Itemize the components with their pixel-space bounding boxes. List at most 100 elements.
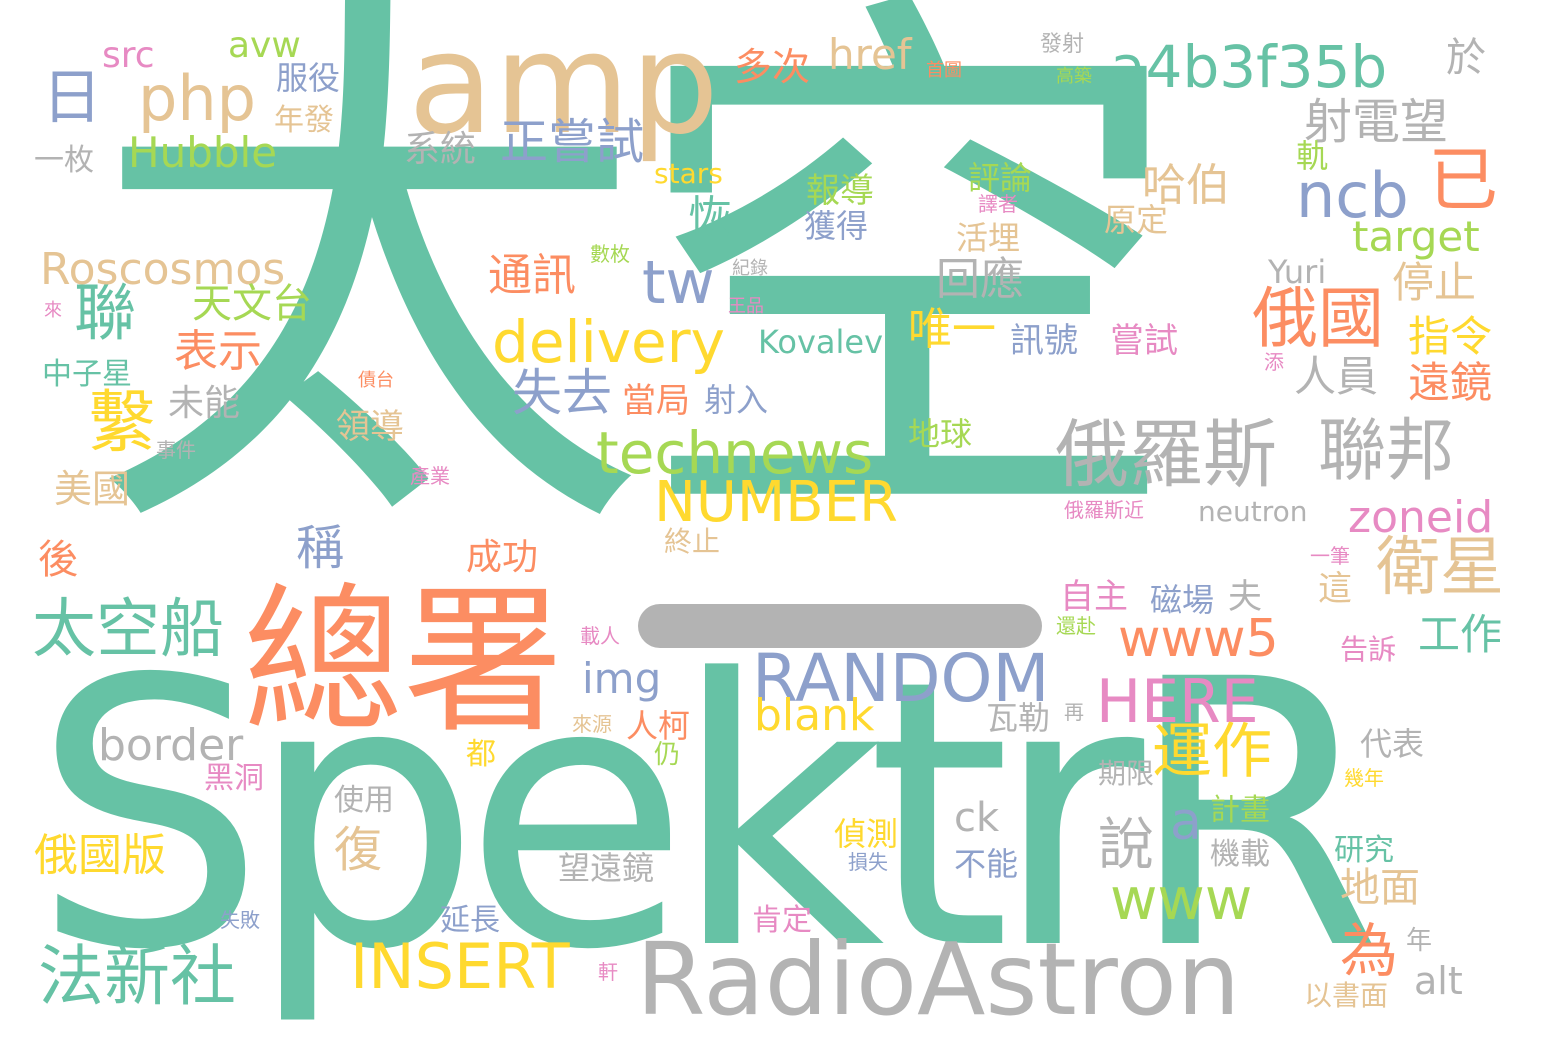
word: href xyxy=(828,30,912,79)
word: 系統 xyxy=(404,129,477,170)
word: Roscosmos xyxy=(40,244,286,295)
word: Hubble xyxy=(128,128,278,177)
word: 仍 xyxy=(654,740,681,770)
word: 原定 xyxy=(1104,201,1169,239)
word: 自主 xyxy=(1060,577,1128,617)
word: 以書面 xyxy=(1304,979,1389,1012)
word: 黑洞 xyxy=(204,761,264,796)
word: 還赴 xyxy=(1056,614,1096,638)
gray-dash xyxy=(638,604,1042,648)
word: img xyxy=(582,654,662,703)
word: 一枚 xyxy=(34,143,94,178)
word: 後 xyxy=(38,537,78,583)
word: 人員 xyxy=(1294,352,1379,401)
word: 這 xyxy=(1318,569,1352,609)
word: 已 xyxy=(1428,139,1498,221)
word: tw xyxy=(642,248,715,318)
word: 俄羅斯 xyxy=(1055,412,1277,498)
word: 服役 xyxy=(276,59,341,97)
word: 計畫 xyxy=(1210,793,1270,828)
word: 期限 xyxy=(1098,757,1155,790)
word: 聯邦 xyxy=(1318,412,1455,491)
word: border xyxy=(98,720,244,771)
word: 失敗 xyxy=(220,908,260,932)
word: 嘗試 xyxy=(1110,321,1178,361)
word: 中子星 xyxy=(42,357,132,392)
word: 延長 xyxy=(440,903,500,938)
word: www xyxy=(1110,865,1253,933)
word: 回應 xyxy=(936,254,1024,305)
word: 為 xyxy=(1340,917,1399,985)
word: a4b3f35b xyxy=(1110,33,1388,101)
word: 不能 xyxy=(954,845,1019,883)
word: 終止 xyxy=(664,525,721,558)
word: 稱 xyxy=(296,520,345,576)
word: 運作 xyxy=(1152,717,1272,787)
word: 機載 xyxy=(1210,837,1270,872)
word: 譯者 xyxy=(978,192,1018,216)
word: 射入 xyxy=(704,381,769,419)
word: ck xyxy=(954,795,1000,841)
word: INSERT xyxy=(350,930,570,1003)
word: 領導 xyxy=(336,407,404,447)
word: RANDOM xyxy=(752,640,1050,717)
word: src xyxy=(102,35,155,76)
word: 停止 xyxy=(1392,258,1477,307)
word: 幾年 xyxy=(1344,766,1384,790)
word: ncb xyxy=(1296,159,1409,232)
word: 偵測 xyxy=(834,815,899,853)
word: 都 xyxy=(466,737,496,772)
word: 成功 xyxy=(466,537,539,578)
word: RadioAstron xyxy=(636,921,1241,1038)
word: HERE xyxy=(1096,667,1259,737)
word: delivery xyxy=(492,308,725,376)
word: alt xyxy=(1414,959,1463,1003)
word: 於 xyxy=(1446,35,1486,81)
word: 紀錄 xyxy=(732,258,768,279)
word: 年 xyxy=(1406,926,1433,956)
word: 軌 xyxy=(1296,137,1329,175)
word: 活埋 xyxy=(956,219,1021,257)
word: 總署 xyxy=(243,568,564,755)
word: 遠鏡 xyxy=(1408,358,1493,407)
word: 一筆 xyxy=(1310,544,1350,568)
word: 多次 xyxy=(734,45,811,89)
word: 債台 xyxy=(358,370,394,391)
word: 俄羅斯近 xyxy=(1064,498,1144,522)
word: 訊號 xyxy=(1010,321,1078,361)
word: 俄國版 xyxy=(34,830,166,881)
word: 俄國 xyxy=(1252,280,1384,357)
word: Kovalev xyxy=(758,323,884,361)
word: 太空船 xyxy=(32,593,224,667)
word: 首圖 xyxy=(926,60,962,81)
word: 唯一 xyxy=(908,304,996,355)
word: 法新社 xyxy=(38,938,236,1015)
word: 正嘗試 xyxy=(500,114,645,170)
word: 復 xyxy=(334,822,383,878)
word: 高築 xyxy=(1056,66,1092,87)
word: 太空 xyxy=(88,0,1188,601)
word: 美國 xyxy=(54,467,131,511)
word: 未能 xyxy=(168,383,241,424)
word: 恢 xyxy=(688,192,732,243)
word: 代表 xyxy=(1360,725,1425,763)
word: 磁場 xyxy=(1150,581,1215,619)
word: 望遠鏡 xyxy=(558,849,655,887)
word: NUMBER xyxy=(654,470,898,535)
word: 天文台 xyxy=(192,281,312,327)
word: 獲得 xyxy=(804,207,869,245)
word: 衛星 xyxy=(1376,531,1504,605)
word: 失去 xyxy=(512,364,612,422)
word: 繫 xyxy=(88,384,157,463)
word: Yuri xyxy=(1268,253,1327,291)
word: 來 xyxy=(44,300,62,321)
word: technews xyxy=(596,419,874,487)
word: 評論 xyxy=(968,159,1033,197)
word: 日 xyxy=(42,63,102,133)
word: 載人 xyxy=(580,624,620,648)
word: 軒 xyxy=(598,960,618,984)
word: 數枚 xyxy=(590,242,630,266)
word: 哈伯 xyxy=(1142,160,1230,211)
word: 表示 xyxy=(174,326,262,377)
